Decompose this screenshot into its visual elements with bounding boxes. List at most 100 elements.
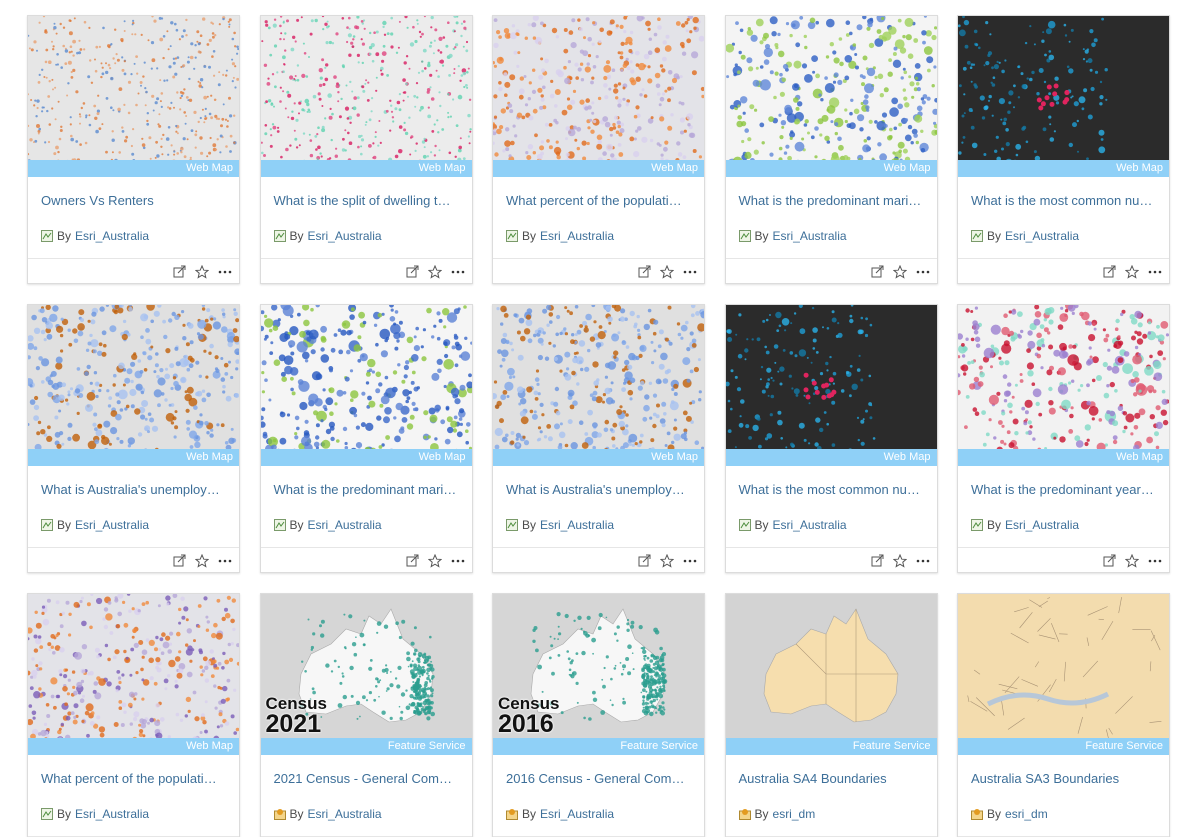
owner-link[interactable]: Esri_Australia: [307, 518, 382, 532]
owner-link[interactable]: Esri_Australia: [307, 229, 382, 243]
item-title[interactable]: What percent of the populati…: [506, 193, 682, 208]
share-button[interactable]: [406, 265, 420, 279]
thumbnail[interactable]: Web Map: [28, 16, 239, 177]
map-symbol: [697, 358, 701, 362]
map-symbol: [881, 112, 887, 118]
item-title[interactable]: What is the predominant mari…: [738, 193, 922, 208]
owner-link[interactable]: Esri_Australia: [772, 518, 847, 532]
owner-link[interactable]: Esri_Australia: [307, 807, 382, 821]
map-symbol: [542, 85, 546, 90]
thumbnail[interactable]: Feature Service: [725, 594, 937, 755]
thumbnail[interactable]: Web Map: [260, 16, 472, 177]
thumbnail[interactable]: Feature Service: [958, 594, 1169, 755]
item-type-icon: [41, 519, 53, 531]
item-title[interactable]: What percent of the populati…: [41, 771, 217, 786]
map-symbol: [763, 59, 769, 65]
map-symbol: [805, 394, 810, 400]
owner-link[interactable]: Esri_Australia: [772, 229, 847, 243]
map-symbol: [814, 20, 819, 25]
thumbnail[interactable]: Web Map: [725, 16, 937, 177]
more-button[interactable]: [1148, 554, 1162, 568]
share-button[interactable]: [1103, 554, 1117, 568]
map-symbol: [566, 104, 573, 111]
map-symbol: [268, 53, 272, 57]
star-button[interactable]: [427, 554, 442, 568]
owner-link[interactable]: Esri_Australia: [540, 518, 615, 532]
share-button[interactable]: [173, 265, 187, 279]
map-symbol: [414, 149, 417, 152]
owner-link[interactable]: Esri_Australia: [1005, 518, 1080, 532]
owner-link[interactable]: Esri_Australia: [540, 807, 615, 821]
share-button[interactable]: [871, 554, 885, 568]
map-symbol: [959, 29, 966, 37]
thumbnail[interactable]: Web Map: [260, 305, 472, 466]
item-title[interactable]: What is Australia's unemploy…: [506, 482, 685, 497]
item-title[interactable]: Owners Vs Renters: [41, 193, 154, 208]
share-button[interactable]: [1103, 265, 1117, 279]
map-symbol: [182, 336, 187, 341]
star-button[interactable]: [1125, 554, 1139, 568]
map-symbol: [310, 648, 313, 651]
more-button[interactable]: [916, 265, 930, 279]
thumbnail[interactable]: Web Map: [493, 16, 704, 177]
item-title[interactable]: What is the predominant year…: [971, 482, 1154, 497]
thumbnail[interactable]: Census 2021 Feature Service: [260, 594, 472, 755]
map-symbol: [381, 668, 386, 673]
item-title[interactable]: 2021 Census - General Com…: [273, 771, 452, 786]
owner-link[interactable]: Esri_Australia: [75, 229, 150, 243]
more-button[interactable]: [218, 265, 232, 279]
owner-link[interactable]: Esri_Australia: [75, 518, 150, 532]
map-symbol: [844, 119, 848, 124]
more-button[interactable]: [1148, 265, 1162, 279]
share-button[interactable]: [871, 265, 885, 279]
thumbnail[interactable]: Census 2016 Feature Service: [493, 594, 704, 755]
map-symbol: [58, 409, 62, 413]
share-button[interactable]: [638, 554, 652, 568]
map-symbol: [95, 429, 103, 437]
owner-link[interactable]: Esri_Australia: [540, 229, 615, 243]
thumbnail[interactable]: Web Map: [493, 305, 704, 466]
star-button[interactable]: [195, 265, 209, 279]
star-button[interactable]: [1125, 265, 1139, 279]
owner-link[interactable]: Esri_Australia: [1005, 229, 1080, 243]
more-button[interactable]: [916, 554, 930, 568]
thumbnail[interactable]: Web Map: [958, 305, 1169, 466]
map-symbol: [328, 421, 335, 428]
item-title[interactable]: What is the most common nu…: [971, 193, 1153, 208]
share-button[interactable]: [638, 265, 652, 279]
more-button[interactable]: [218, 554, 232, 568]
more-button[interactable]: [683, 265, 697, 279]
star-button[interactable]: [892, 265, 907, 279]
thumbnail[interactable]: Web Map: [28, 594, 239, 755]
star-button[interactable]: [660, 554, 674, 568]
star-button[interactable]: [892, 554, 907, 568]
star-button[interactable]: [427, 265, 442, 279]
star-button[interactable]: [660, 265, 674, 279]
item-title[interactable]: What is the most common nu…: [738, 482, 920, 497]
item-title[interactable]: What is the predominant mari…: [273, 482, 457, 497]
owner-link[interactable]: Esri_Australia: [75, 807, 150, 821]
thumbnail[interactable]: Web Map: [958, 16, 1169, 177]
more-button[interactable]: [451, 554, 465, 568]
item-title[interactable]: 2016 Census - General Com…: [506, 771, 685, 786]
more-button[interactable]: [683, 554, 697, 568]
map-symbol: [864, 105, 870, 110]
thumbnail[interactable]: Web Map: [725, 305, 937, 466]
map-symbol: [348, 314, 355, 320]
item-title[interactable]: What is the split of dwelling t…: [273, 193, 451, 208]
share-button[interactable]: [173, 554, 187, 568]
map-symbol: [330, 138, 333, 142]
map-symbol: [567, 60, 571, 64]
item-title[interactable]: Australia SA3 Boundaries: [971, 771, 1120, 786]
item-title[interactable]: What is Australia's unemploy…: [41, 482, 220, 497]
owner-link[interactable]: esri_dm: [1005, 807, 1048, 821]
star-button[interactable]: [195, 554, 209, 568]
map-symbol: [603, 427, 609, 433]
share-button[interactable]: [406, 554, 420, 568]
thumbnail[interactable]: Web Map: [28, 305, 239, 466]
map-symbol: [617, 143, 622, 147]
item-title[interactable]: Australia SA4 Boundaries: [738, 771, 887, 786]
map-symbol: [413, 345, 420, 352]
owner-link[interactable]: esri_dm: [772, 807, 816, 821]
more-button[interactable]: [451, 265, 465, 279]
